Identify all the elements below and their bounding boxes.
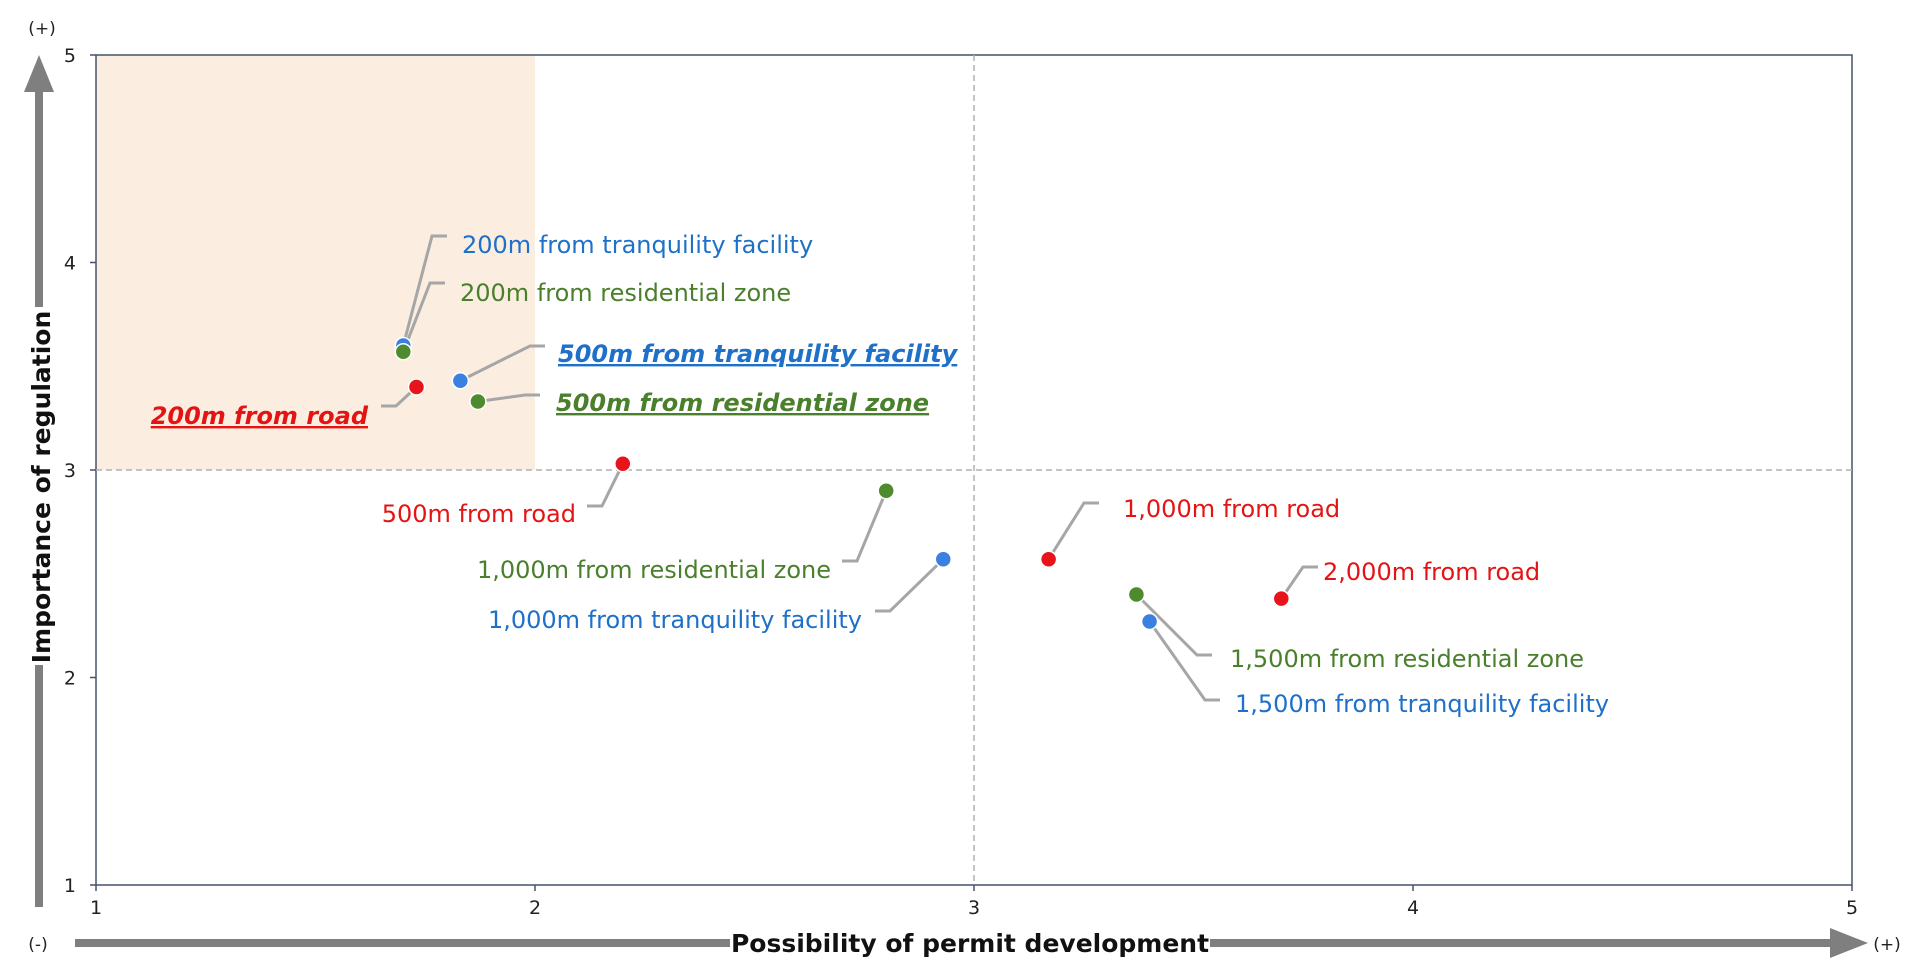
leader-line xyxy=(401,234,447,346)
leader-line xyxy=(1047,501,1099,561)
data-point-tranquility xyxy=(1140,612,1159,631)
data-point-label: 1,500m from residential zone xyxy=(1230,645,1584,673)
x-tick-label: 5 xyxy=(1846,897,1858,919)
data-point-label: 200m from residential zone xyxy=(460,279,791,307)
highlight-region xyxy=(96,55,535,470)
x-axis-min-sign: (-) xyxy=(28,935,47,955)
y-tick-label: 1 xyxy=(64,875,76,897)
x-tick-label: 1 xyxy=(90,897,102,919)
leader-line xyxy=(1280,565,1318,600)
data-point-label: 1,000m from residential zone xyxy=(477,556,831,584)
y-tick-label: 5 xyxy=(64,45,76,67)
data-point-residential xyxy=(394,342,413,361)
x-tick-label: 2 xyxy=(529,897,541,919)
x-axis-arrow-head xyxy=(1830,928,1868,958)
leader-line xyxy=(1148,620,1220,702)
y-tick-label: 3 xyxy=(64,460,76,482)
data-points xyxy=(394,336,1291,631)
data-point-tranquility xyxy=(451,372,470,390)
data-point-road xyxy=(407,378,426,396)
leader-line xyxy=(1135,593,1212,657)
data-point-label: 500m from residential zone xyxy=(556,389,929,417)
data-point-label: 1,000m from tranquility facility xyxy=(488,606,862,634)
data-point-residential xyxy=(1127,585,1146,604)
data-point-label: 500m from tranquility facility xyxy=(558,340,959,368)
x-tick-label: 4 xyxy=(1407,897,1419,919)
y-tick-label: 4 xyxy=(64,253,76,275)
x-tick-labels: 1 2 3 4 5 xyxy=(90,885,1858,919)
y-axis-arrow-head xyxy=(24,55,54,92)
data-point-label: 500m from road xyxy=(382,500,576,528)
y-tick-label: 2 xyxy=(64,668,76,690)
y-axis-title: Importance of regulation xyxy=(27,311,56,664)
leader-line xyxy=(842,490,888,563)
data-point-road xyxy=(614,455,632,473)
data-point-label: 200m from tranquility facility xyxy=(462,231,813,259)
data-point-labels: 200m from tranquility facility 200m from … xyxy=(151,231,1609,718)
data-point-residential xyxy=(877,482,895,500)
data-point-label: 2,000m from road xyxy=(1323,558,1540,586)
data-point-road xyxy=(1272,589,1291,608)
x-axis-arrow-shaft-left xyxy=(75,939,730,947)
data-point-residential xyxy=(469,392,487,411)
x-axis-title: Possibility of permit development xyxy=(731,929,1209,958)
leader-line xyxy=(875,558,945,613)
data-point-tranquility xyxy=(934,550,953,568)
leader-line xyxy=(587,463,625,508)
y-axis-max-sign: (+) xyxy=(28,19,56,39)
y-tick-labels: 1 2 3 4 5 xyxy=(64,45,96,897)
leader-line xyxy=(477,393,540,404)
leader-line xyxy=(459,344,545,383)
label-leader-lines xyxy=(381,234,1318,702)
leader-line xyxy=(381,385,418,408)
data-point-label: 200m from road xyxy=(151,402,369,430)
data-point-label: 1,500m from tranquility facility xyxy=(1235,690,1609,718)
leader-line xyxy=(401,281,445,353)
x-axis-max-sign: (+) xyxy=(1873,935,1901,955)
data-point-label: 1,000m from road xyxy=(1123,495,1340,523)
x-axis-arrow-shaft-right xyxy=(1210,939,1835,947)
y-axis-arrow-shaft-lower xyxy=(35,665,43,907)
x-tick-label: 3 xyxy=(968,897,980,919)
data-point-road xyxy=(1039,550,1058,568)
y-axis-arrow-shaft-upper xyxy=(35,92,43,307)
